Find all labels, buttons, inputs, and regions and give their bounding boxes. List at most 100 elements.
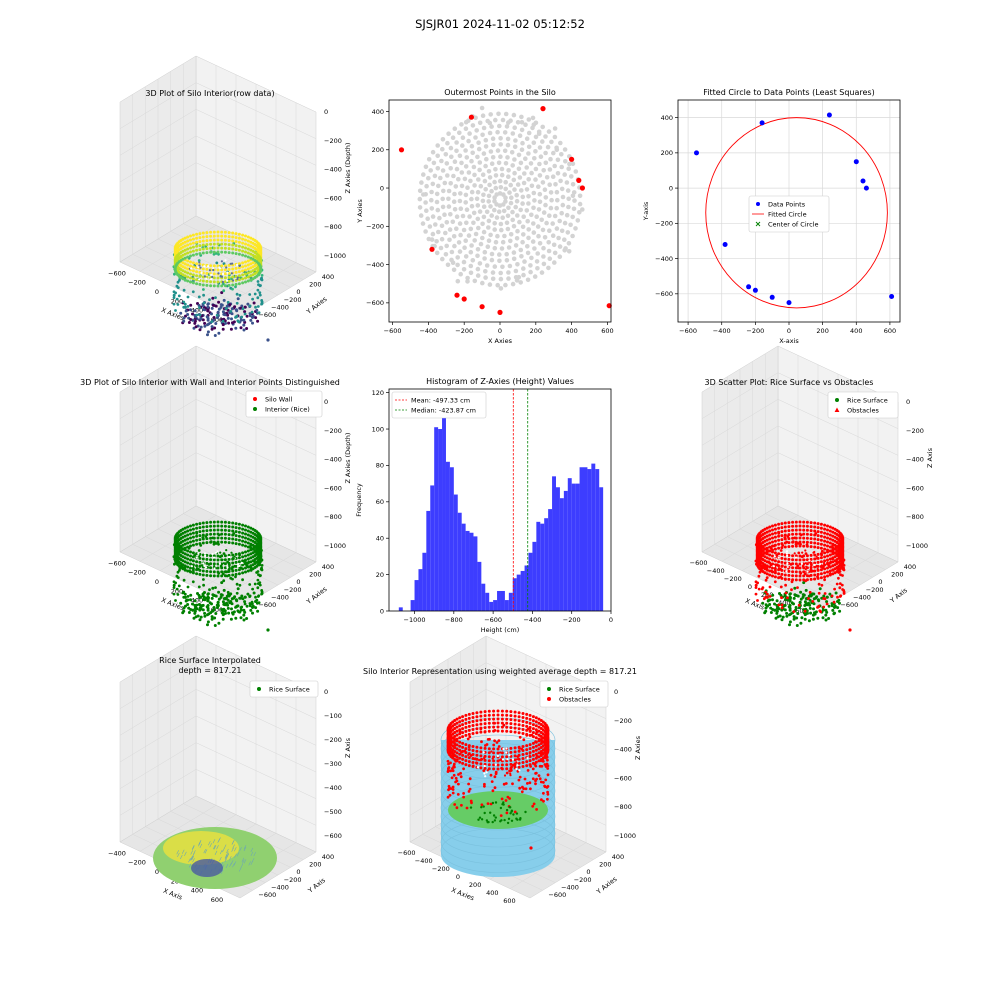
wall-point	[791, 578, 795, 582]
wall-point	[249, 256, 253, 260]
cloud-point	[554, 226, 560, 231]
obstacle-point	[525, 752, 529, 756]
cloud-point	[506, 205, 511, 211]
obstacle-point	[496, 709, 500, 713]
body-point	[240, 605, 244, 609]
wall-point	[198, 236, 202, 240]
cloud-point	[540, 180, 546, 185]
wall-point	[246, 275, 250, 279]
legend-marker	[253, 397, 257, 401]
obstacle-point	[541, 751, 544, 755]
cloud-point	[488, 149, 494, 154]
cloud-point	[566, 249, 572, 254]
z-tick-label: −100	[324, 712, 342, 720]
fitted-circle	[705, 117, 888, 309]
wall-point	[819, 530, 823, 534]
obstacle-point	[467, 764, 471, 768]
cloud-point	[507, 263, 513, 269]
cloud-point	[520, 194, 526, 200]
interior-point	[240, 594, 244, 598]
wall-point	[220, 246, 224, 250]
cloud-point	[564, 180, 570, 185]
body-point	[226, 300, 230, 304]
silo-cylinder-ring	[440, 785, 556, 831]
body-point	[836, 595, 839, 599]
wall-point	[251, 261, 255, 265]
body-point	[754, 580, 758, 584]
surface-mesh	[234, 853, 237, 858]
wall-point	[787, 569, 791, 573]
wall-point	[231, 525, 235, 529]
wall-point	[768, 569, 772, 573]
obstacle-point	[520, 790, 524, 794]
obstacle-point	[494, 763, 497, 766]
interior-point	[206, 316, 210, 320]
histogram-bar	[532, 541, 537, 611]
obstacle-point	[496, 713, 500, 717]
cloud-point	[455, 255, 461, 260]
body-point	[215, 603, 219, 607]
z-tick-label: 0	[906, 398, 910, 406]
surface-point	[777, 567, 781, 570]
wall-point	[826, 562, 829, 566]
surface-point	[808, 559, 811, 562]
surface-point	[211, 275, 214, 279]
wall-point	[205, 247, 209, 251]
cloud-point	[465, 279, 470, 284]
obstacle-point	[475, 719, 479, 723]
interior-point	[817, 599, 821, 603]
gridline	[119, 372, 197, 419]
wall-point	[805, 520, 809, 524]
cloud-point	[541, 210, 547, 215]
body-point	[197, 585, 201, 589]
wall-point	[251, 567, 255, 571]
body-point	[257, 601, 261, 605]
body-point	[792, 610, 796, 613]
interior-point	[764, 609, 768, 613]
interior-point	[788, 613, 791, 617]
cloud-point	[519, 127, 525, 133]
cloud-point	[524, 187, 530, 192]
cloud-point	[528, 269, 533, 275]
body-point	[198, 603, 202, 607]
chart-title: 3D Scatter Plot: Rice Surface vs Obstacl…	[705, 378, 874, 387]
outer-point	[468, 114, 474, 120]
obstacle-point	[464, 763, 468, 767]
obstacle-point	[534, 748, 538, 752]
interior-point	[761, 601, 765, 605]
cloud-point	[566, 196, 571, 202]
wall-point	[220, 554, 224, 558]
obstacle-point	[493, 721, 496, 725]
body-point	[208, 588, 211, 592]
obstacle-point	[511, 782, 514, 786]
body-point	[818, 609, 822, 613]
interior-point	[226, 603, 230, 607]
wall-point	[241, 555, 245, 559]
wall-point	[223, 540, 227, 544]
surface-point	[201, 564, 204, 567]
body-point	[241, 307, 245, 311]
obstacle-point	[468, 735, 472, 739]
outer-point	[454, 292, 460, 298]
obstacle-point	[490, 780, 494, 783]
interior-point	[224, 611, 227, 615]
cloud-point	[479, 105, 485, 111]
wall-point	[181, 249, 185, 253]
cloud-point	[447, 227, 453, 232]
interior-point	[194, 325, 198, 329]
cloud-point	[471, 164, 477, 170]
wall-point	[212, 558, 216, 562]
obstacle-point	[467, 728, 471, 732]
surface-point	[231, 568, 234, 571]
x-tick-label: 0	[155, 288, 159, 296]
y-tick-label: 200	[309, 570, 321, 578]
obstacle-point	[475, 731, 479, 735]
cloud-point	[461, 227, 467, 233]
cloud-point	[536, 184, 541, 189]
wall-point	[828, 561, 832, 565]
cloud-point	[468, 263, 474, 269]
cloud-point	[450, 135, 456, 140]
obstacle-point	[544, 748, 548, 752]
interior-point	[214, 594, 218, 598]
obstacle-point	[509, 770, 512, 773]
